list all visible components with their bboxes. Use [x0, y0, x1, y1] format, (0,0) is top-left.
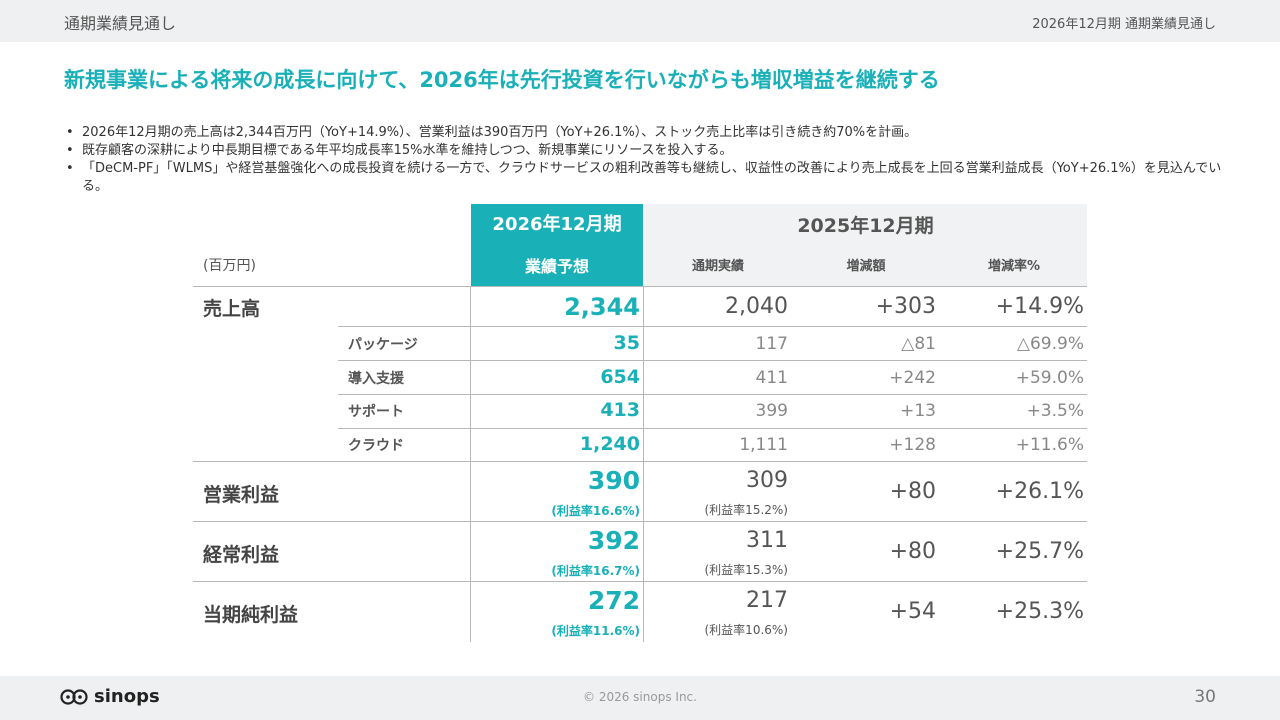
implementation-diff: +242	[889, 368, 936, 388]
ordinary-actual-margin: (利益率15.3%)	[704, 563, 789, 577]
row-divider	[338, 360, 1087, 361]
implementation-actual: 411	[755, 368, 788, 388]
forecast-column-header-bg	[471, 204, 643, 286]
sales-diff: +303	[875, 294, 936, 319]
row-divider	[338, 326, 1087, 327]
row-label-ordinary: 経常利益	[203, 544, 280, 566]
page-headline: 新規事業による将来の成長に向けて、2026年は先行投資を行いながらも増収増益を継…	[64, 68, 940, 92]
row-divider	[193, 581, 1087, 582]
support-rate: +3.5%	[1026, 401, 1084, 421]
forecast-column-header: 業績予想	[524, 257, 589, 276]
row-divider	[338, 428, 1087, 429]
net-forecast: 272	[587, 586, 640, 615]
package-actual: 117	[755, 334, 788, 354]
support-forecast: 413	[600, 399, 640, 421]
cloud-actual: 1,111	[739, 435, 788, 455]
row-divider	[193, 461, 1087, 462]
footer-bar	[0, 676, 1280, 720]
operating-actual: 309	[746, 468, 788, 493]
support-actual: 399	[755, 401, 788, 421]
operating-forecast-margin: (利益率16.6%)	[551, 504, 640, 518]
implementation-rate: +59.0%	[1015, 368, 1084, 388]
net-forecast-margin: (利益率11.6%)	[551, 624, 640, 638]
row-label-implementation: 導入支援	[348, 371, 404, 387]
sales-forecast: 2,344	[564, 293, 640, 321]
package-rate: △69.9%	[1016, 334, 1084, 354]
row-label-package: パッケージ	[348, 337, 418, 353]
row-label-net: 当期純利益	[203, 604, 299, 626]
col-header-rate: 増減率%	[987, 259, 1041, 274]
ordinary-actual: 311	[746, 528, 788, 553]
company-logo: sinops	[60, 686, 160, 707]
package-forecast: 35	[613, 332, 640, 354]
col-header-actual: 通期実績	[691, 259, 744, 274]
sinops-logo-icon	[60, 688, 88, 705]
row-divider	[193, 286, 1087, 287]
copyright: © 2026 sinops Inc.	[583, 690, 697, 704]
implementation-forecast: 654	[600, 366, 640, 388]
bullet-item: 既存顧客の深耕により中長期目標である年平均成長率15%水準を維持しつつ、新規事業…	[64, 142, 1224, 160]
top-header-bar: 通期業績見通し 2026年12月期 通期業績見通し	[0, 0, 1280, 42]
page-number: 30	[1194, 687, 1216, 707]
bullet-item: 2026年12月期の売上高は2,344百万円（YoY+14.9%）、営業利益は3…	[64, 124, 1224, 142]
net-diff: +54	[889, 599, 936, 624]
ordinary-rate: +25.7%	[995, 539, 1084, 564]
prior-period-header: 2025年12月期	[797, 215, 934, 237]
column-divider	[470, 286, 471, 642]
ordinary-forecast-margin: (利益率16.7%)	[551, 564, 640, 578]
row-label-support: サポート	[348, 404, 404, 420]
logo-text: sinops	[94, 686, 160, 707]
col-header-diff: 増減額	[846, 259, 886, 274]
row-label-sales: 売上高	[203, 298, 261, 320]
operating-diff: +80	[889, 479, 936, 504]
cloud-forecast: 1,240	[579, 433, 640, 455]
sales-rate: +14.9%	[995, 294, 1084, 319]
net-actual-margin: (利益率10.6%)	[704, 623, 789, 637]
sales-actual: 2,040	[725, 294, 788, 319]
ordinary-forecast: 392	[587, 526, 640, 555]
row-label-operating: 営業利益	[203, 484, 280, 506]
operating-actual-margin: (利益率15.2%)	[704, 503, 789, 517]
row-label-cloud: クラウド	[348, 438, 404, 454]
cloud-rate: +11.6%	[1015, 435, 1084, 455]
ordinary-diff: +80	[889, 539, 936, 564]
section-title: 通期業績見通し	[64, 14, 177, 33]
support-diff: +13	[900, 401, 936, 421]
unit-label: (百万円)	[203, 258, 256, 274]
summary-bullets: 2026年12月期の売上高は2,344百万円（YoY+14.9%）、営業利益は3…	[64, 124, 1224, 196]
bullet-item: 「DeCM-PF」「WLMS」や経営基盤強化への成長投資を続ける一方で、クラウド…	[64, 160, 1224, 196]
header-right-title: 2026年12月期 通期業績見通し	[1032, 17, 1216, 32]
cloud-diff: +128	[889, 435, 936, 455]
operating-forecast: 390	[587, 466, 640, 495]
forecast-period-header: 2026年12月期	[492, 214, 622, 235]
row-divider	[338, 394, 1087, 395]
column-divider	[643, 286, 644, 642]
row-divider	[193, 521, 1087, 522]
net-actual: 217	[746, 588, 788, 613]
prior-year-header-bg	[644, 204, 1087, 286]
package-diff: △81	[901, 334, 936, 354]
net-rate: +25.3%	[995, 599, 1084, 624]
operating-rate: +26.1%	[995, 479, 1084, 504]
